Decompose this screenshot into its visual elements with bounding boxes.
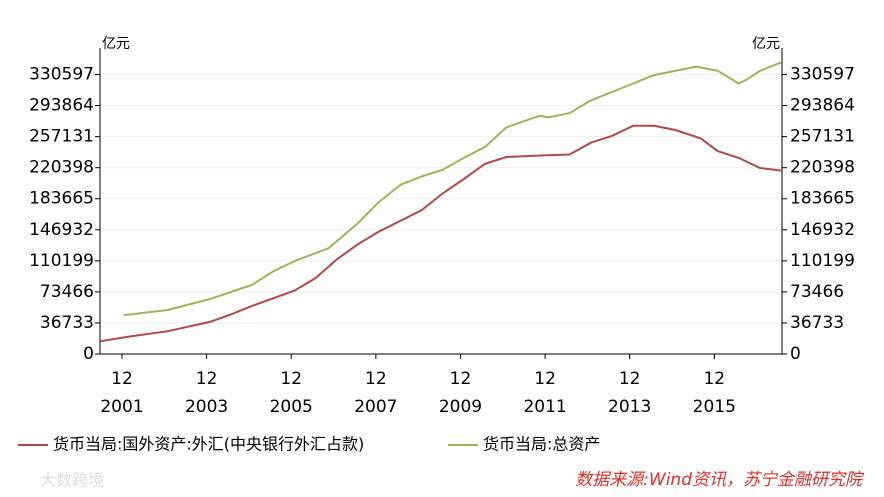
y2-tick-label: 183665 bbox=[790, 189, 855, 209]
x-tick-year: 2005 bbox=[270, 397, 313, 417]
y-tick-label: 220398 bbox=[29, 158, 94, 178]
y-tick-label: 293864 bbox=[29, 96, 94, 116]
legend-label: 货币当局:总资产 bbox=[483, 435, 600, 454]
y2-tick-label: 146932 bbox=[790, 220, 855, 240]
y-unit-right: 亿元 bbox=[752, 36, 780, 52]
y2-tick-label: 257131 bbox=[790, 127, 855, 147]
x-tick-label: 12 bbox=[196, 369, 218, 389]
legend-label: 货币当局:国外资产:外汇(中央银行外汇占款) bbox=[53, 435, 364, 454]
x-tick-label: 12 bbox=[450, 369, 472, 389]
y2-tick-label: 293864 bbox=[790, 96, 855, 116]
y-tick-label: 36733 bbox=[40, 313, 94, 333]
source: 数据来源:Wind资讯，苏宁金融研究院 bbox=[575, 470, 865, 490]
y2-tick-label: 110199 bbox=[790, 251, 855, 271]
x-tick-label: 12 bbox=[703, 369, 725, 389]
y-tick-label: 110199 bbox=[29, 251, 94, 271]
y-tick-label: 257131 bbox=[29, 127, 94, 147]
y2-tick-label: 220398 bbox=[790, 158, 855, 178]
x-tick-label: 12 bbox=[280, 369, 302, 389]
y-unit-left: 亿元 bbox=[102, 36, 130, 52]
y-tick-label: 330597 bbox=[29, 65, 94, 85]
x-tick-year: 2015 bbox=[693, 397, 736, 417]
y2-tick-label: 330597 bbox=[790, 65, 855, 85]
x-tick-label: 12 bbox=[534, 369, 556, 389]
x-tick-label: 12 bbox=[365, 369, 387, 389]
series-line bbox=[123, 61, 782, 317]
y2-tick-label: 36733 bbox=[790, 313, 844, 333]
y-tick-label: 183665 bbox=[29, 189, 94, 209]
watermark: 大数跨境 bbox=[40, 471, 104, 490]
x-tick-year: 2011 bbox=[523, 397, 566, 417]
x-tick-label: 12 bbox=[111, 369, 133, 389]
y-tick-label: 73466 bbox=[40, 282, 94, 302]
x-tick-year: 2003 bbox=[185, 397, 228, 417]
y2-tick-label: 73466 bbox=[790, 282, 844, 302]
y-tick-label: 146932 bbox=[29, 220, 94, 240]
series-line bbox=[99, 124, 782, 343]
x-tick-year: 2007 bbox=[354, 397, 397, 417]
x-tick-year: 2009 bbox=[439, 397, 482, 417]
y-tick-label: 0 bbox=[83, 344, 94, 364]
x-tick-year: 2001 bbox=[100, 397, 143, 417]
x-tick-year: 2013 bbox=[608, 397, 651, 417]
y2-tick-label: 0 bbox=[790, 344, 801, 364]
x-tick-label: 12 bbox=[619, 369, 641, 389]
